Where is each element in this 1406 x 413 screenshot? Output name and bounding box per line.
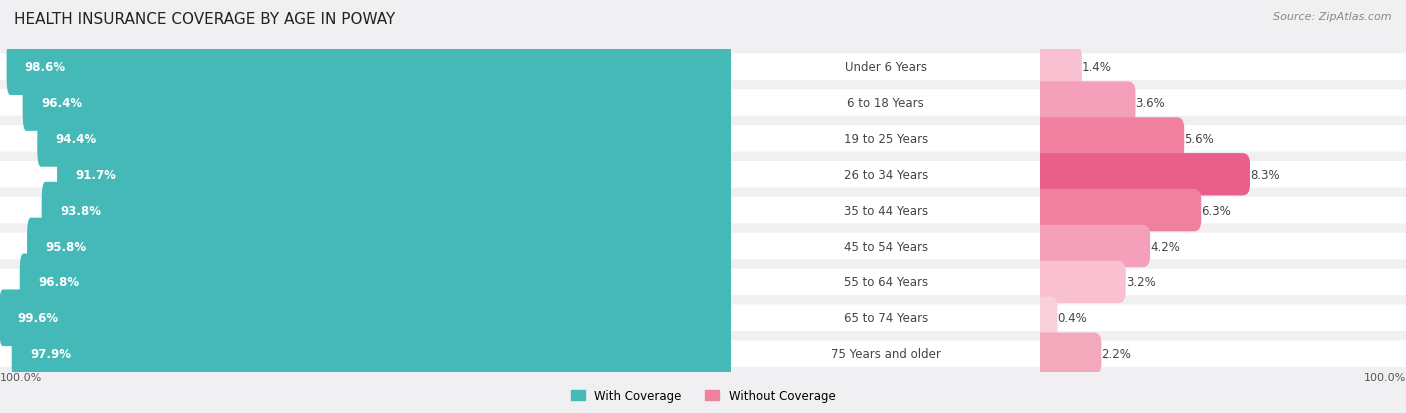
Text: 5.6%: 5.6% [1184, 133, 1213, 145]
FancyBboxPatch shape [20, 254, 735, 311]
Text: 19 to 25 Years: 19 to 25 Years [844, 133, 928, 145]
Text: Source: ZipAtlas.com: Source: ZipAtlas.com [1274, 12, 1392, 22]
Text: 96.4%: 96.4% [41, 97, 82, 110]
Legend: With Coverage, Without Coverage: With Coverage, Without Coverage [565, 385, 841, 407]
Text: 100.0%: 100.0% [0, 372, 42, 382]
FancyBboxPatch shape [22, 75, 735, 131]
Text: 8.3%: 8.3% [1250, 169, 1279, 181]
FancyBboxPatch shape [731, 161, 1040, 188]
FancyBboxPatch shape [731, 126, 1040, 152]
FancyBboxPatch shape [731, 341, 1040, 367]
Text: 95.8%: 95.8% [45, 240, 86, 253]
Text: HEALTH INSURANCE COVERAGE BY AGE IN POWAY: HEALTH INSURANCE COVERAGE BY AGE IN POWA… [14, 12, 395, 27]
FancyBboxPatch shape [1040, 161, 1406, 188]
FancyBboxPatch shape [1033, 297, 1057, 339]
FancyBboxPatch shape [1033, 225, 1150, 268]
FancyBboxPatch shape [42, 183, 735, 239]
FancyBboxPatch shape [731, 197, 1040, 224]
FancyBboxPatch shape [1040, 90, 1406, 116]
Text: 65 to 74 Years: 65 to 74 Years [844, 311, 928, 325]
FancyBboxPatch shape [38, 111, 735, 167]
Text: 6.3%: 6.3% [1201, 204, 1232, 217]
FancyBboxPatch shape [1040, 269, 1406, 295]
FancyBboxPatch shape [0, 90, 731, 116]
FancyBboxPatch shape [1033, 190, 1201, 232]
Text: 3.2%: 3.2% [1126, 276, 1156, 289]
Text: 3.6%: 3.6% [1136, 97, 1166, 110]
Text: 35 to 44 Years: 35 to 44 Years [844, 204, 928, 217]
Text: 91.7%: 91.7% [76, 169, 117, 181]
Text: 2.2%: 2.2% [1101, 347, 1132, 360]
FancyBboxPatch shape [58, 147, 735, 203]
FancyBboxPatch shape [0, 197, 731, 224]
FancyBboxPatch shape [27, 218, 735, 275]
FancyBboxPatch shape [731, 54, 1040, 81]
FancyBboxPatch shape [731, 269, 1040, 295]
Text: 26 to 34 Years: 26 to 34 Years [844, 169, 928, 181]
Text: 1.4%: 1.4% [1081, 61, 1112, 74]
FancyBboxPatch shape [0, 341, 731, 367]
Text: 99.6%: 99.6% [17, 311, 59, 325]
FancyBboxPatch shape [1033, 46, 1081, 88]
FancyBboxPatch shape [731, 305, 1040, 331]
Text: 100.0%: 100.0% [1364, 372, 1406, 382]
Text: Under 6 Years: Under 6 Years [845, 61, 927, 74]
FancyBboxPatch shape [1033, 82, 1136, 124]
FancyBboxPatch shape [0, 305, 731, 331]
FancyBboxPatch shape [1040, 305, 1406, 331]
Text: 6 to 18 Years: 6 to 18 Years [848, 97, 924, 110]
FancyBboxPatch shape [0, 126, 731, 152]
FancyBboxPatch shape [1033, 261, 1126, 303]
Text: 45 to 54 Years: 45 to 54 Years [844, 240, 928, 253]
FancyBboxPatch shape [0, 54, 731, 81]
FancyBboxPatch shape [1033, 154, 1250, 196]
Text: 4.2%: 4.2% [1150, 240, 1180, 253]
Text: 96.8%: 96.8% [38, 276, 79, 289]
FancyBboxPatch shape [1033, 118, 1184, 160]
FancyBboxPatch shape [1040, 341, 1406, 367]
FancyBboxPatch shape [1040, 233, 1406, 260]
FancyBboxPatch shape [0, 233, 731, 260]
FancyBboxPatch shape [1040, 126, 1406, 152]
Text: 94.4%: 94.4% [56, 133, 97, 145]
FancyBboxPatch shape [7, 39, 735, 96]
Text: 97.9%: 97.9% [30, 347, 70, 360]
Text: 0.4%: 0.4% [1057, 311, 1087, 325]
Text: 98.6%: 98.6% [25, 61, 66, 74]
FancyBboxPatch shape [11, 325, 735, 382]
FancyBboxPatch shape [731, 233, 1040, 260]
FancyBboxPatch shape [0, 161, 731, 188]
FancyBboxPatch shape [0, 269, 731, 295]
FancyBboxPatch shape [1040, 54, 1406, 81]
FancyBboxPatch shape [731, 90, 1040, 116]
Text: 75 Years and older: 75 Years and older [831, 347, 941, 360]
FancyBboxPatch shape [0, 290, 735, 346]
Text: 55 to 64 Years: 55 to 64 Years [844, 276, 928, 289]
FancyBboxPatch shape [1040, 197, 1406, 224]
Text: 93.8%: 93.8% [60, 204, 101, 217]
FancyBboxPatch shape [1033, 333, 1101, 375]
